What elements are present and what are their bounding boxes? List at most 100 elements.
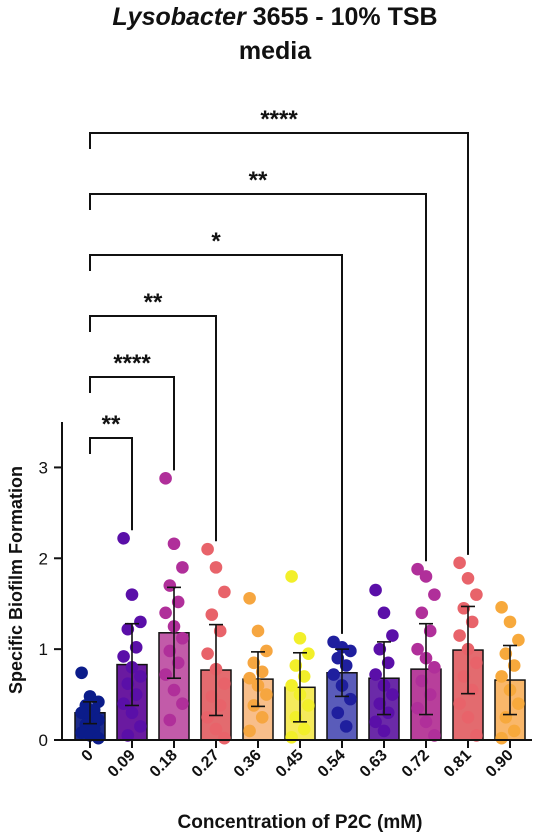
data-point-0.09: [121, 677, 135, 690]
data-point-0.18: [163, 579, 177, 592]
data-point-0.27: [218, 585, 231, 599]
data-point-0.27: [201, 710, 214, 724]
data-point-0.27: [205, 608, 219, 621]
data-point-0.81: [457, 601, 471, 615]
data-point-0: [92, 731, 105, 745]
data-point-0.27: [218, 731, 231, 745]
data-point-0.72: [428, 588, 441, 601]
data-point-0: [75, 666, 88, 680]
significance-bracket-0.54: [89, 254, 343, 634]
data-point-0.18: [176, 631, 189, 645]
data-point-0.36: [260, 688, 273, 701]
data-point-0.81: [453, 629, 466, 642]
x-tick-label-0.63: 0.63: [357, 747, 391, 781]
data-point-0.54: [344, 644, 357, 658]
data-point-0.27: [201, 647, 214, 660]
data-point-0.63: [386, 629, 399, 642]
data-point-0.45: [289, 659, 303, 672]
data-point-0.81: [457, 670, 471, 683]
data-point-0.45: [302, 647, 315, 660]
data-point-0.09: [129, 641, 143, 654]
data-point-0.45: [285, 679, 298, 692]
data-point-0.18: [167, 537, 181, 551]
data-point-0.72: [423, 624, 437, 638]
data-point-0.63: [373, 642, 387, 656]
data-point-0.90: [507, 659, 521, 672]
data-point-0.54: [339, 720, 353, 733]
data-point-0.90: [495, 731, 508, 745]
data-point-0.45: [302, 699, 315, 712]
data-point-0.54: [331, 651, 345, 665]
significance-bracket-0.09: [89, 437, 133, 531]
data-point-0.81: [453, 697, 466, 710]
data-point-0.45: [285, 570, 298, 583]
data-point-0.90: [499, 647, 513, 660]
y-axis-label: Specific Biofilm Formation: [6, 466, 26, 694]
data-point-0.90: [512, 633, 525, 647]
x-tick-label-0: 0: [79, 747, 97, 765]
error-bars: [83, 586, 517, 725]
data-point-0.18: [159, 472, 172, 485]
data-point-0.72: [411, 701, 424, 715]
data-point-0.45: [297, 722, 311, 736]
data-point-0.18: [167, 683, 181, 697]
data-point-0.18: [176, 561, 189, 574]
data-point-0.72: [428, 729, 441, 742]
data-point-0.90: [495, 601, 508, 614]
x-tick-label-0.81: 0.81: [441, 747, 475, 781]
data-point-0.18: [163, 644, 177, 658]
data-point-0.18: [159, 606, 172, 620]
chart-title: Lysobacter 3655 - 10% TSB media: [0, 0, 550, 68]
y-tick-label: 1: [39, 640, 48, 659]
data-point-0.81: [470, 656, 483, 670]
x-tick-label-0.54: 0.54: [315, 747, 349, 781]
data-point-0.36: [243, 591, 256, 605]
data-point-0.18: [171, 595, 185, 609]
y-tick-label: 3: [39, 458, 48, 477]
x-tick-label-0.27: 0.27: [189, 747, 223, 781]
data-point-0.72: [419, 570, 433, 583]
data-point-0.09: [134, 670, 147, 683]
significance-bracket-0.27: [89, 315, 217, 542]
data-point-0.63: [381, 656, 395, 670]
data-point-0.09: [125, 706, 139, 720]
data-point-0.09: [117, 650, 130, 663]
significance-label-0.54: *: [211, 228, 221, 255]
data-point-0.27: [209, 722, 223, 736]
y-tick-label: 2: [39, 549, 48, 568]
title-italic: Lysobacter: [112, 3, 246, 31]
data-point-0.81: [470, 588, 483, 601]
data-point-0.36: [247, 656, 261, 670]
data-point-0.54: [331, 706, 345, 720]
significance-label-0.27: **: [144, 289, 163, 316]
data-point-0.09: [134, 615, 147, 629]
data-point-0.72: [423, 688, 437, 701]
data-point-0.63: [377, 606, 391, 620]
x-tick-label-0.45: 0.45: [273, 747, 307, 781]
data-point-0.36: [255, 710, 269, 724]
data-point-0.27: [213, 624, 227, 638]
data-point-0.54: [327, 668, 340, 681]
data-point-0.72: [428, 661, 441, 674]
significance-brackets: ***************: [89, 106, 469, 634]
data-point-0.72: [415, 606, 429, 620]
data-point-0.36: [251, 624, 265, 638]
significance-label-0.72: **: [249, 167, 268, 194]
data-point-0.81: [465, 615, 479, 629]
data-point-0.81: [461, 571, 475, 585]
data-point-0.72: [411, 642, 424, 656]
data-point-0.09: [121, 622, 135, 636]
significance-bracket-0.81: [89, 132, 469, 555]
data-point-0.90: [512, 697, 525, 710]
data-point-0.90: [503, 615, 517, 629]
x-tick-label-0.36: 0.36: [231, 747, 265, 781]
data-point-0.81: [461, 710, 475, 724]
data-point-0.09: [134, 720, 147, 733]
data-point-0.36: [243, 724, 256, 738]
data-point-0.18: [176, 697, 189, 710]
data-point-0.72: [415, 674, 429, 688]
data-point-0.45: [293, 631, 307, 645]
data-point-0.45: [289, 710, 303, 724]
data-point-0.36: [243, 671, 256, 685]
